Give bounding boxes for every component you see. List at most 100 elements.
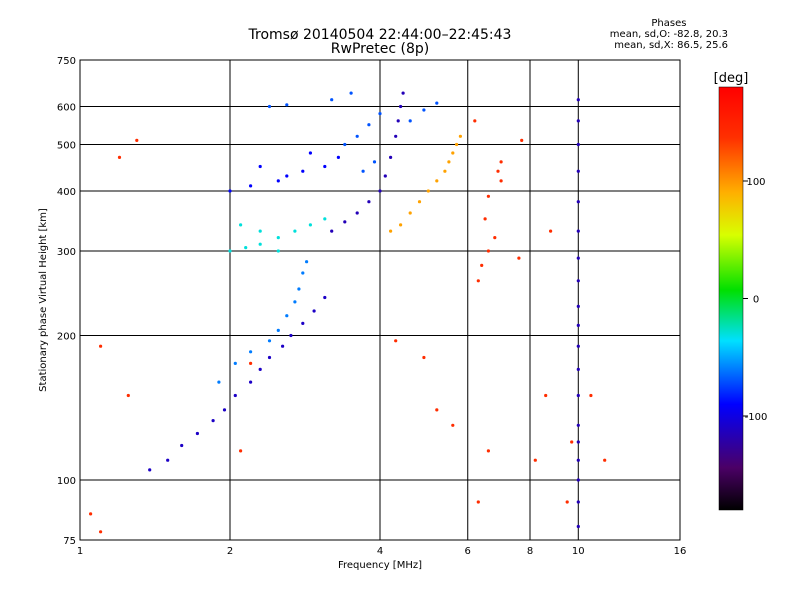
data-point [308,223,312,227]
data-point [244,246,248,250]
data-point [576,200,580,204]
data-point [576,393,580,398]
data-point [330,98,334,102]
data-point [249,184,253,188]
data-point [570,440,574,444]
data-point [589,393,593,398]
data-point [297,287,301,291]
data-point [312,309,316,313]
data-point [603,458,607,462]
data-point [228,189,232,193]
data-point [458,134,462,138]
data-point [258,367,262,371]
data-point [355,134,359,138]
data-point [576,344,580,348]
phase-stats: Phases mean, sd,O: -82.8, 20.3 mean, sd,… [610,18,728,51]
y-tick-label: 200 [57,332,76,343]
data-point [308,151,312,155]
x-tick-label: 8 [527,546,533,557]
data-point [285,174,289,178]
data-point [476,279,480,283]
y-tick-label: 400 [57,187,76,198]
data-point [499,179,503,183]
data-point [549,229,553,233]
data-point [473,119,477,123]
data-point [330,229,334,233]
data-point [281,344,285,348]
data-point [249,380,253,384]
chart-subtitle: RwPretec (8p) [330,41,430,57]
data-point [180,443,184,448]
x-tick-label: 4 [377,546,383,557]
data-point [576,323,580,327]
data-point [576,367,580,371]
data-point [343,142,347,147]
data-point [576,304,580,308]
data-point [576,169,580,173]
data-point [135,138,139,142]
x-tick-label: 6 [465,546,471,557]
data-point [285,314,289,318]
colorbar-ticks: -100 0 100 [743,177,767,423]
data-point [239,223,243,227]
data-point [417,200,422,204]
data-point [517,256,521,260]
phase-stats-x: mean, sd,X: 86.5, 25.6 [614,40,728,51]
data-point [576,279,580,283]
phase-stats-o: mean, sd,O: -82.8, 20.3 [609,29,728,40]
data-point [486,449,490,453]
y-tick-label: 600 [57,103,76,114]
data-point [399,223,403,227]
data-point [301,271,305,275]
axis-ticks: 1 2 4 6 8 10 16 75 100 200 300 400 500 600 750 [57,56,686,557]
data-point [576,256,580,260]
data-point [217,380,221,384]
data-point [401,91,405,95]
data-point [483,217,487,221]
data-point [276,236,280,240]
data-point [389,229,393,233]
data-point [576,524,580,529]
data-point [451,423,455,427]
data-point [301,169,305,173]
data-point [323,164,327,169]
y-axis-label: Stationary phase Virtual Height [km] [38,208,49,392]
data-point [323,217,327,221]
data-point [126,393,130,398]
data-point [443,169,447,173]
data-point [493,236,497,240]
data-point [455,142,459,147]
data-point [267,104,272,109]
data-point [148,468,152,472]
colorbar [718,86,744,511]
data-point [422,108,426,112]
data-point [486,249,490,253]
data-point [211,419,215,423]
data-point [576,229,580,233]
data-point [408,211,412,215]
colorbar-tick-label: 0 [753,295,759,306]
data-points [89,91,607,534]
data-point [576,458,580,462]
data-point [447,160,451,164]
data-point [378,112,382,116]
data-point [267,355,272,360]
data-point [336,155,340,159]
y-tick-label: 500 [57,141,76,152]
data-point [576,440,580,444]
data-point [576,98,580,102]
data-point [222,408,227,412]
y-tick-label: 300 [57,247,76,258]
data-point [383,174,387,178]
data-point [496,169,500,173]
data-point [435,101,439,105]
data-point [233,361,237,365]
colorbar-tick-label: 100 [746,177,765,188]
data-point [249,361,253,365]
data-point [343,220,347,224]
data-point [276,179,280,183]
data-point [435,408,439,412]
data-point [285,103,289,107]
data-point [486,194,490,198]
